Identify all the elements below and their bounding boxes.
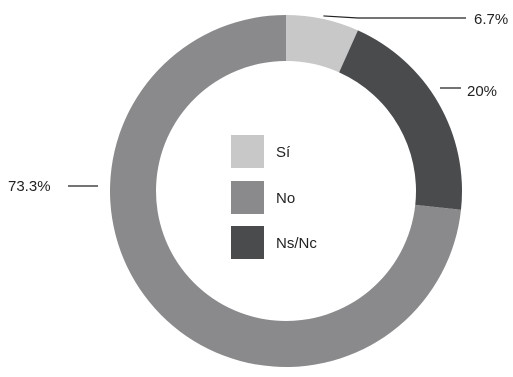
- legend-swatch-nsnc: [231, 226, 264, 259]
- value-label-si: 6.7%: [474, 11, 508, 28]
- slices-group: [110, 15, 462, 367]
- value-label-no: 73.3%: [8, 178, 51, 195]
- legend-swatch-no: [231, 181, 264, 214]
- value-label-nsnc: 20%: [467, 83, 497, 100]
- legend-label-no: No: [276, 190, 295, 207]
- slice-s: [286, 15, 358, 73]
- legend-swatch-si: [231, 135, 264, 168]
- legend: Sí No Ns/Nc: [231, 135, 317, 259]
- leader-line-si: [323, 15, 466, 19]
- legend-label-nsnc: Ns/Nc: [276, 235, 317, 252]
- value-labels-group: 6.7% 20% 73.3%: [8, 11, 508, 195]
- legend-label-si: Sí: [276, 144, 291, 161]
- leader-lines-group: [68, 15, 466, 187]
- slice-nsnc: [339, 30, 462, 210]
